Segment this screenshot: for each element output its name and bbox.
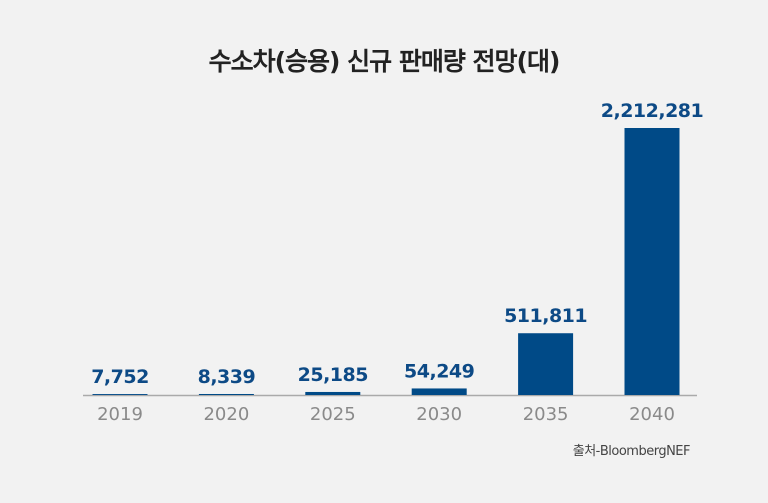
x-tick-label: 2025 [310,404,356,425]
value-label: 2,212,281 [601,100,703,122]
value-label: 25,185 [298,364,368,386]
value-label: 8,339 [198,366,256,388]
x-tick-label: 2020 [203,404,249,425]
bar-2035 [518,333,574,395]
chart-title: 수소차(승용) 신규 판매량 전망(대) [208,47,561,76]
bar-2040 [624,128,680,395]
x-tick-label: 2030 [416,404,462,425]
value-label: 7,752 [91,366,149,388]
bar-2030 [411,388,467,395]
x-tick-label: 2019 [97,404,143,425]
bar-2019 [92,394,148,395]
x-tick-label: 2035 [523,404,569,425]
bar-2020 [198,393,254,395]
source-note: 출처-BloombergNEF [572,444,691,459]
bar-2025 [305,391,361,395]
value-label: 54,249 [404,360,474,382]
value-label: 511,811 [504,305,587,327]
x-tick-label: 2040 [629,404,675,425]
